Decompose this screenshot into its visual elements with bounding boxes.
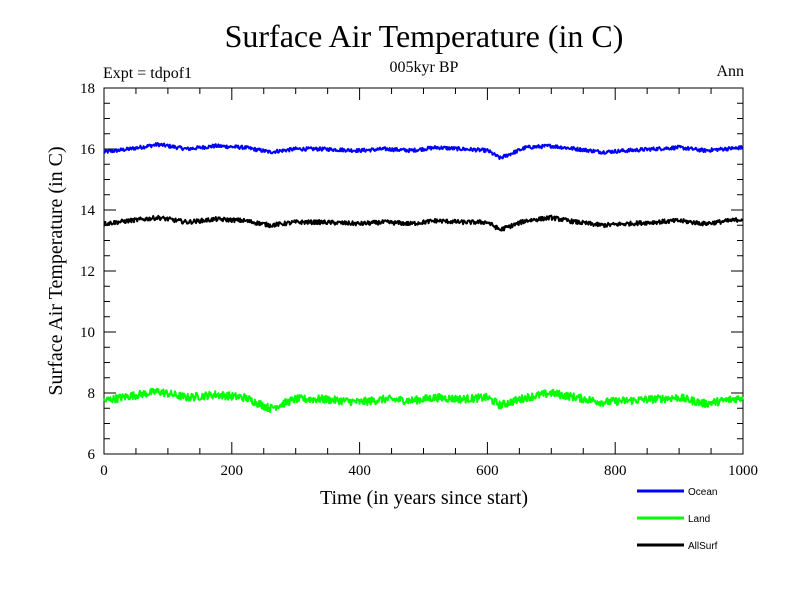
y-tick-label: 10 <box>80 325 95 341</box>
x-tick-label: 1000 <box>728 463 758 479</box>
chart-title: Surface Air Temperature (in C) <box>225 18 624 54</box>
y-tick-label: 8 <box>88 386 96 402</box>
x-tick-label: 600 <box>476 463 499 479</box>
plot-area: 0 200 400 600 800 1000 6 8 10 12 14 16 18 <box>80 81 758 479</box>
x-tick-label: 0 <box>100 463 108 479</box>
x-tick-label: 400 <box>348 463 371 479</box>
y-tick-label: 14 <box>80 203 96 219</box>
y-axis-label: Surface Air Temperature (in C) <box>45 146 67 395</box>
y-tick-label: 16 <box>80 142 96 158</box>
x-axis-label: Time (in years since start) <box>320 487 528 509</box>
series-line-allsurf <box>103 214 744 232</box>
y-tick-label: 12 <box>80 264 95 280</box>
legend-label-land: Land <box>688 514 710 525</box>
x-tick-label: 800 <box>604 463 627 479</box>
series-line-ocean <box>103 142 744 160</box>
y-tick-label: 18 <box>80 81 95 97</box>
series-line-land <box>103 387 744 413</box>
season-label: Ann <box>716 63 744 80</box>
x-tick-label: 200 <box>221 463 244 479</box>
y-tick-label: 6 <box>88 447 96 463</box>
legend-label-ocean: Ocean <box>688 487 717 498</box>
legend: Ocean Land AllSurf <box>637 487 718 552</box>
experiment-label: Expt = tdpof1 <box>103 65 192 82</box>
chart-subtitle: 005kyr BP <box>390 59 459 76</box>
legend-label-allsurf: AllSurf <box>688 541 718 552</box>
